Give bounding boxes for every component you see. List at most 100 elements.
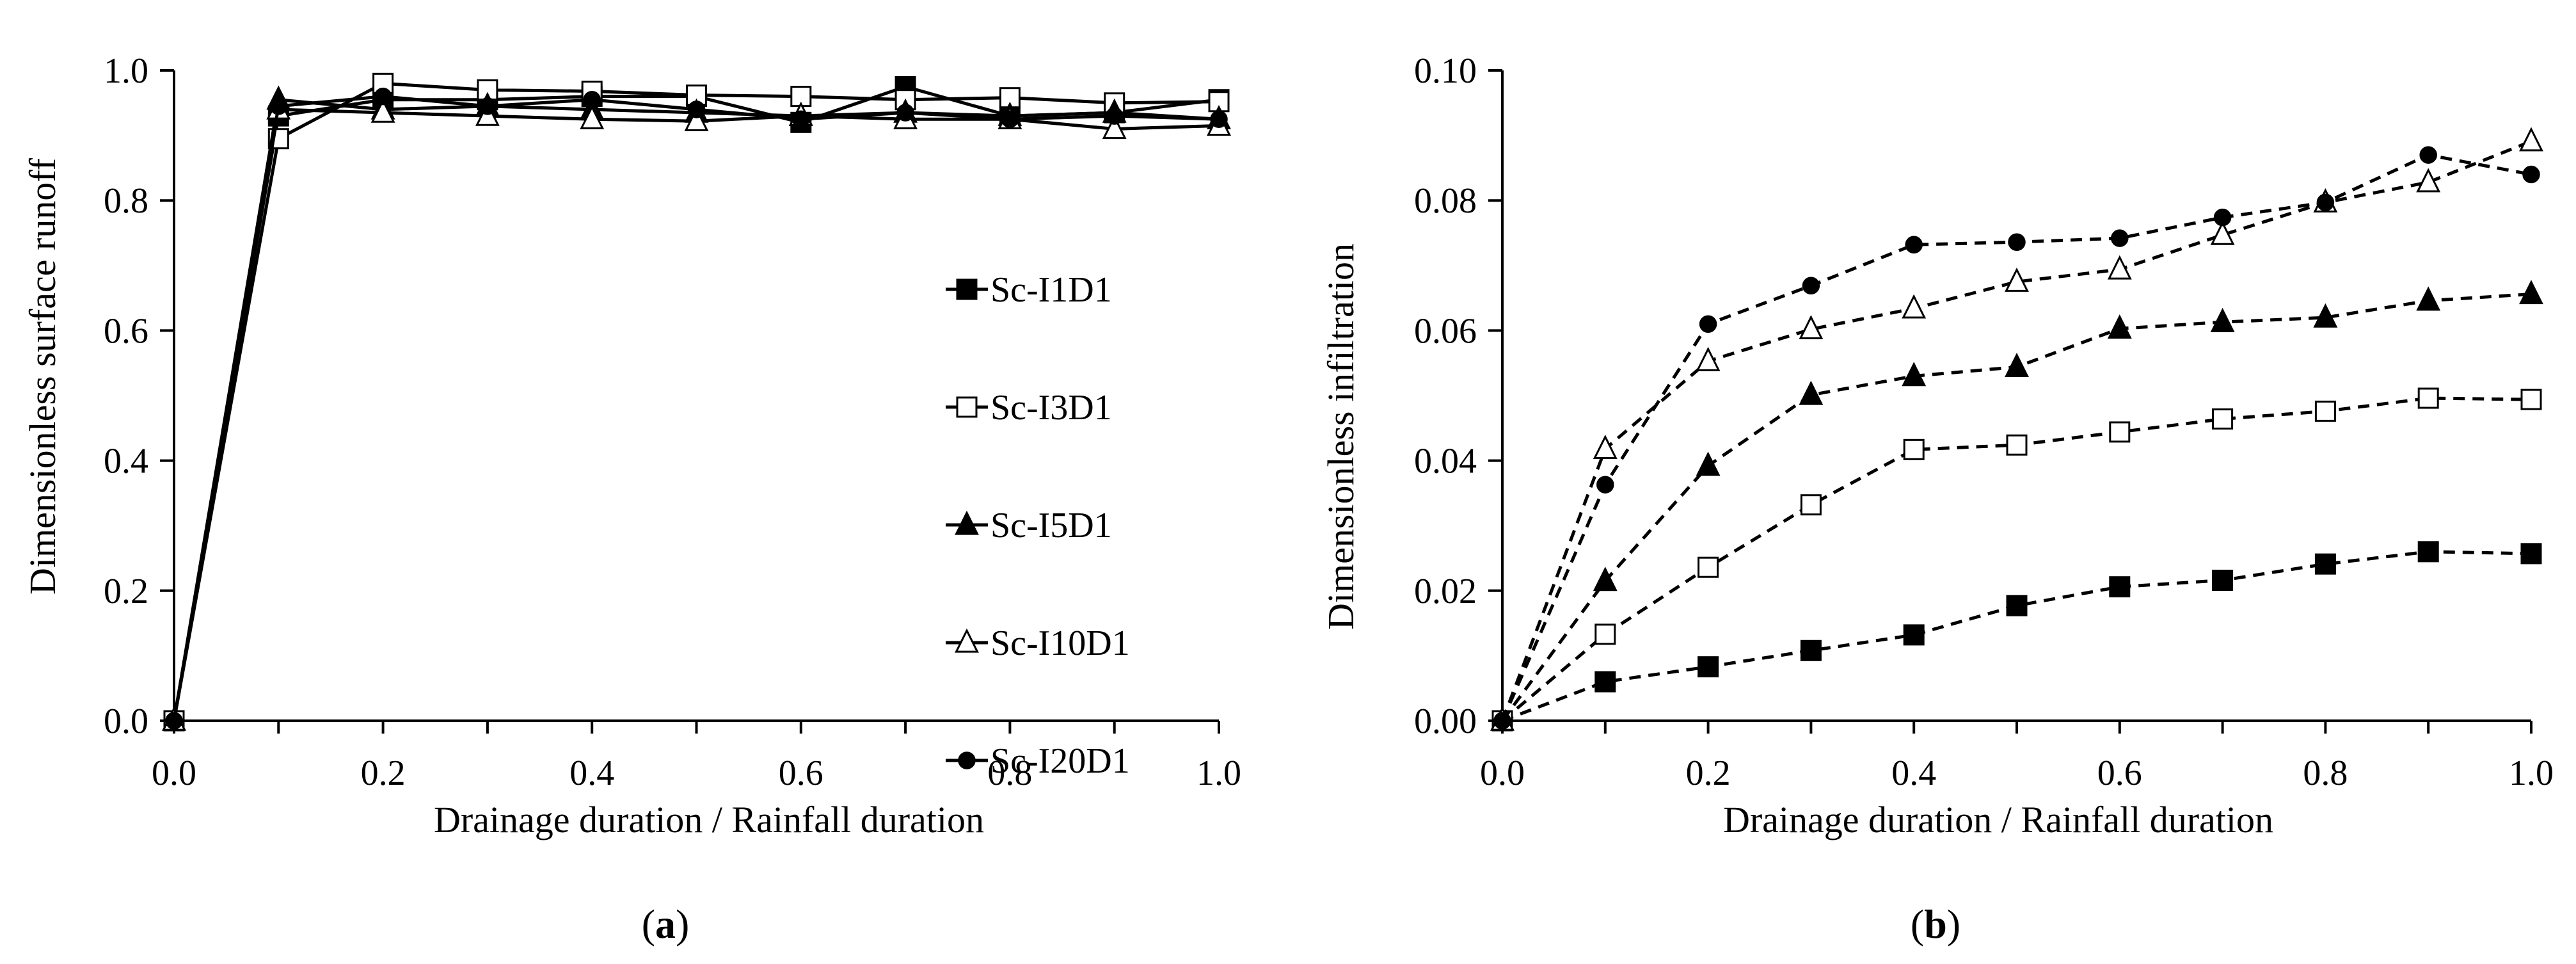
panel-b-point <box>1802 277 1820 295</box>
panel-a-y-tick-label: 0.6 <box>104 311 148 351</box>
panel-b-x-tick-label: 0.2 <box>1686 753 1731 793</box>
panel-a-point <box>1001 110 1019 128</box>
panel-b-caption: (b) <box>1911 901 1960 947</box>
panel-b-point <box>2522 165 2540 184</box>
panel-b-point <box>2519 127 2543 152</box>
panel-b-point <box>2210 307 2235 332</box>
panel-a-point <box>1105 107 1124 125</box>
legend-item: Sc-I20D1 <box>946 741 1130 781</box>
panel-a-y-tick-label: 1.0 <box>104 51 148 91</box>
panel-a-point <box>583 90 601 109</box>
panel-b-x-tick-label: 0.4 <box>1891 753 1936 793</box>
panel-a-x-tick-label: 0.2 <box>361 753 406 793</box>
panel-a-series <box>162 72 1231 732</box>
panel-b-point <box>2416 168 2441 193</box>
legend-item: Sc-I5D1 <box>946 506 1112 545</box>
panel-b-point <box>2210 220 2235 245</box>
panel-b-y-tick-label: 0.00 <box>1414 702 1477 741</box>
panel-a-point <box>896 104 914 122</box>
panel-b-point <box>2005 353 2029 377</box>
panel-b-infiltration-chart: 0.00 0.02 0.04 0.06 0.08 0.10 0.0 0.2 0.4 0.6 0.8 1… <box>1320 51 2554 947</box>
panel-b-y-tick-label: 0.02 <box>1414 572 1477 611</box>
panel-b-series-sc-i10d1 <box>1490 127 2543 731</box>
panel-b-point <box>2213 208 2232 227</box>
panel-b-point <box>1799 380 1824 405</box>
legend-marker <box>956 278 978 300</box>
panel-b-point <box>2006 595 2028 616</box>
panel-a-runoff-chart: 0.0 0.2 0.4 0.6 0.8 1.0 0.0 0.2 0.4 0.6 0.8 1.0 Sc-… <box>22 51 1241 947</box>
panel-a-point <box>684 106 709 131</box>
panel-b-point <box>1594 671 1616 693</box>
panel-b-point <box>2107 255 2132 280</box>
panel-b-series-sc-i5d1 <box>1490 280 2543 731</box>
panel-a-x-tick-label: 1.0 <box>1197 753 1241 793</box>
panel-b-point <box>2005 267 2029 292</box>
panel-b-point <box>1697 556 1719 578</box>
panel-a-point <box>479 97 497 115</box>
panel-b-point <box>1493 712 1511 730</box>
panel-a-point <box>792 110 810 128</box>
panel-b-point <box>2417 387 2439 409</box>
panel-b-point <box>1800 494 1822 516</box>
panel-b-point <box>2008 233 2026 251</box>
panel-b-point <box>2212 570 2234 591</box>
panel-b-y-tick-label: 0.04 <box>1414 442 1477 481</box>
panel-b-point <box>1799 315 1824 340</box>
panel-a-series-sc-i20d1 <box>165 87 1228 730</box>
panel-b-point <box>2519 280 2543 305</box>
panel-b-x-axis-title: Drainage duration / Rainfall duration <box>1723 799 2273 840</box>
panel-b-y-tick-label: 0.08 <box>1414 181 1477 221</box>
legend-marker <box>956 396 978 418</box>
legend-label: Sc-I3D1 <box>990 388 1112 428</box>
panel-b-point <box>2314 400 2336 422</box>
panel-b-point <box>2520 389 2542 410</box>
panel-b-line-sc-i10d1 <box>1500 140 2532 721</box>
panel-a-x-tick-label: 0.0 <box>152 753 196 793</box>
panel-b-point <box>1593 566 1618 591</box>
panel-b-point <box>1697 656 1719 678</box>
panel-b-point <box>2107 314 2132 339</box>
panel-b-point <box>1902 362 1927 387</box>
panel-a-caption: (a) <box>642 901 690 947</box>
panel-a-x-tick-label: 0.4 <box>569 753 614 793</box>
panel-b-x-tick-label: 1.0 <box>2509 753 2554 793</box>
panel-b-point <box>2212 408 2234 430</box>
panel-b-point <box>1902 294 1927 319</box>
panel-b-point <box>1593 435 1618 459</box>
panel-b-point <box>2417 541 2439 563</box>
panel-a-legend: Sc-I1D1 Sc-I3D1 Sc-I5D1 Sc-I10D1 Sc-I20D1 <box>946 270 1130 781</box>
panel-a-y-axis-title: Dimensionless surface runoff <box>22 157 63 595</box>
panel-b-point <box>1800 639 1822 661</box>
panel-b-x-tick-label: 0.8 <box>2303 753 2348 793</box>
legend-item: Sc-I10D1 <box>946 623 1130 663</box>
panel-b-point <box>1699 315 1717 333</box>
legend-marker <box>955 510 979 535</box>
legend-label: Sc-I1D1 <box>990 270 1112 310</box>
panel-b-line-sc-i1d1 <box>1502 550 2532 723</box>
panel-b-point <box>1696 451 1721 476</box>
panel-b-point <box>1596 476 1614 494</box>
panel-b-point <box>1903 438 1925 460</box>
panel-b-series-sc-i1d1 <box>1491 541 2542 732</box>
panel-a-x-tick-label: 0.8 <box>987 753 1032 793</box>
panel-b-point <box>1903 624 1925 646</box>
panel-b-y-tick-label: 0.06 <box>1414 311 1477 351</box>
panel-b-series <box>1490 127 2543 732</box>
panel-b-point <box>2109 421 2131 443</box>
legend-label: Sc-I10D1 <box>990 623 1130 663</box>
panel-b-x-tick-label: 0.6 <box>2097 753 2142 793</box>
legend-marker <box>958 751 976 769</box>
panel-a-axes: 0.0 0.2 0.4 0.6 0.8 1.0 0.0 0.2 0.4 0.6 0.8 1.0 <box>104 51 1241 793</box>
panel-b-point <box>1696 346 1721 371</box>
panel-a-x-tick-label: 0.6 <box>779 753 823 793</box>
panel-b-y-tick-label: 0.10 <box>1414 51 1477 91</box>
panel-b-point <box>2316 193 2335 211</box>
panel-a-y-tick-label: 0.0 <box>104 702 148 741</box>
panel-b-point <box>2520 543 2542 565</box>
panel-b-point <box>2419 146 2437 164</box>
panel-b-point <box>1594 623 1616 645</box>
panel-b-y-axis-title: Dimensionless infiltration <box>1320 243 1362 630</box>
legend-label: Sc-I20D1 <box>990 741 1130 781</box>
panel-b-point <box>2109 576 2131 598</box>
